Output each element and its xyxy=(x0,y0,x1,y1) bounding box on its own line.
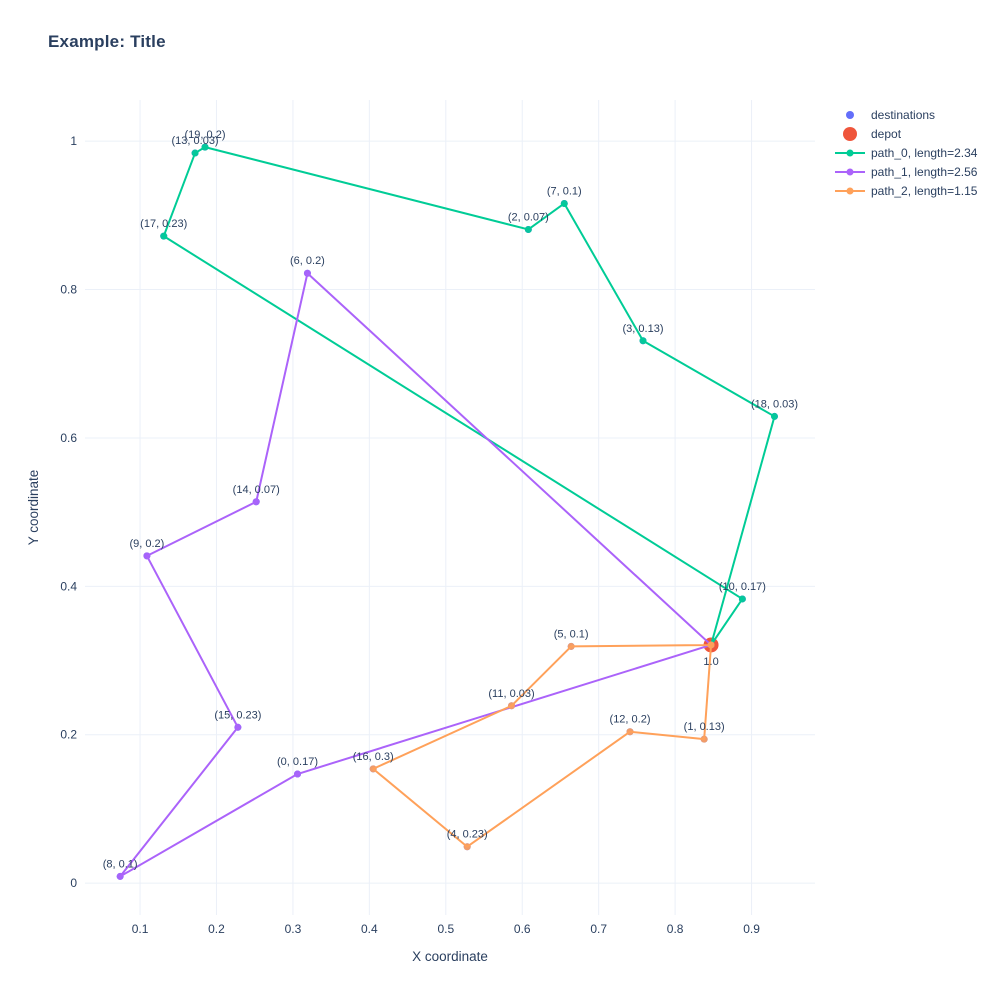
point-label-15: (15, 0.23) xyxy=(214,709,261,721)
legend-marker-icon xyxy=(846,149,854,157)
point-label-16: (16, 0.3) xyxy=(353,751,394,763)
point-label-2: (2, 0.07) xyxy=(508,211,549,223)
path-1-marker-14[interactable] xyxy=(252,498,260,506)
x-tick-label-0.1: 0.1 xyxy=(132,922,149,936)
legend-item-path_2[interactable]: path_2, length=1.15 xyxy=(835,184,978,198)
x-tick-label-0.2: 0.2 xyxy=(208,922,225,936)
point-label-12: (12, 0.2) xyxy=(610,714,651,726)
legend-item-label: path_1, length=2.56 xyxy=(871,165,978,179)
path-1-marker-8[interactable] xyxy=(116,872,124,880)
path-1-line xyxy=(119,272,713,878)
y-tick-label-0.6: 0.6 xyxy=(60,431,77,445)
y-tick-label-0.2: 0.2 xyxy=(60,728,77,742)
path-0-marker-18[interactable] xyxy=(770,412,778,420)
point-label-4: (4, 0.23) xyxy=(447,829,488,841)
path-1-marker-0[interactable] xyxy=(294,770,302,778)
legend-marker-icon xyxy=(843,127,857,141)
point-label-17: (17, 0.23) xyxy=(140,218,187,230)
x-tick-label-0.7: 0.7 xyxy=(590,922,607,936)
path-1-marker-15[interactable] xyxy=(234,723,242,731)
y-axis-title: Y coordinate xyxy=(26,470,41,546)
point-label-19: (19, 0.2) xyxy=(185,129,226,141)
path-2-marker-11[interactable] xyxy=(508,702,516,710)
path-0-marker-7[interactable] xyxy=(560,199,568,207)
depot-label: 1.0 xyxy=(703,656,718,668)
path-0-marker-10[interactable] xyxy=(738,595,746,603)
point-label-18: (18, 0.03) xyxy=(751,398,798,410)
legend-item-destinations[interactable]: destinations xyxy=(846,108,935,122)
path-0-line xyxy=(162,146,776,646)
path-0-marker-13[interactable] xyxy=(191,149,199,157)
path-2-marker-12[interactable] xyxy=(626,728,634,736)
legend-marker-icon xyxy=(846,168,854,176)
path-2-marker-16[interactable] xyxy=(369,765,377,773)
path-2-marker-5[interactable] xyxy=(567,642,575,650)
path-0-marker-3[interactable] xyxy=(639,337,647,345)
legend-item-label: depot xyxy=(871,127,902,141)
legend-item-depot[interactable]: depot xyxy=(843,127,902,141)
x-tick-label-0.9: 0.9 xyxy=(743,922,760,936)
legend-marker-icon xyxy=(846,111,854,119)
path-2-marker-4[interactable] xyxy=(463,843,471,851)
point-label-10: (10, 0.17) xyxy=(719,581,766,593)
x-tick-label-0.3: 0.3 xyxy=(285,922,302,936)
x-tick-label-0.8: 0.8 xyxy=(667,922,684,936)
x-tick-label-0.6: 0.6 xyxy=(514,922,531,936)
path-2-line xyxy=(372,643,713,848)
path-2-marker-1[interactable] xyxy=(700,735,708,743)
y-tick-label-0: 0 xyxy=(70,876,77,890)
legend-item-label: path_0, length=2.34 xyxy=(871,146,978,160)
point-label-3: (3, 0.13) xyxy=(623,323,664,335)
y-tick-label-1: 1 xyxy=(70,134,77,148)
x-axis-title: X coordinate xyxy=(412,949,488,964)
point-label-14: (14, 0.07) xyxy=(233,484,280,496)
point-label-0: (0, 0.17) xyxy=(277,756,318,768)
path-0-marker-17[interactable] xyxy=(160,232,168,240)
legend-item-label: destinations xyxy=(871,108,935,122)
y-tick-label-0.4: 0.4 xyxy=(60,579,77,593)
x-tick-label-0.5: 0.5 xyxy=(437,922,454,936)
path-0-marker-2[interactable] xyxy=(524,225,532,233)
path-0-marker-19[interactable] xyxy=(201,143,209,151)
point-label-13: (13, 0.03) xyxy=(172,135,219,147)
point-label-8: (8, 0.1) xyxy=(103,858,138,870)
point-label-5: (5, 0.1) xyxy=(554,628,589,640)
point-label-11: (11, 0.03) xyxy=(488,688,534,700)
legend-item-label: path_2, length=1.15 xyxy=(871,184,978,198)
path-1-marker-9[interactable] xyxy=(143,552,151,560)
path-2-marker-depot[interactable] xyxy=(707,641,715,649)
point-label-7: (7, 0.1) xyxy=(547,185,582,197)
point-label-1: (1, 0.13) xyxy=(684,721,725,733)
x-tick-label-0.4: 0.4 xyxy=(361,922,378,936)
point-label-6: (6, 0.2) xyxy=(290,255,325,267)
legend-item-path_1[interactable]: path_1, length=2.56 xyxy=(835,165,978,179)
legend-marker-icon xyxy=(846,187,854,195)
point-label-9: (9, 0.2) xyxy=(129,538,164,550)
y-tick-label-0.8: 0.8 xyxy=(60,283,77,297)
chart-title: Example: Title xyxy=(48,32,166,51)
path-1-marker-6[interactable] xyxy=(303,269,311,277)
legend-item-path_0[interactable]: path_0, length=2.34 xyxy=(835,146,978,160)
